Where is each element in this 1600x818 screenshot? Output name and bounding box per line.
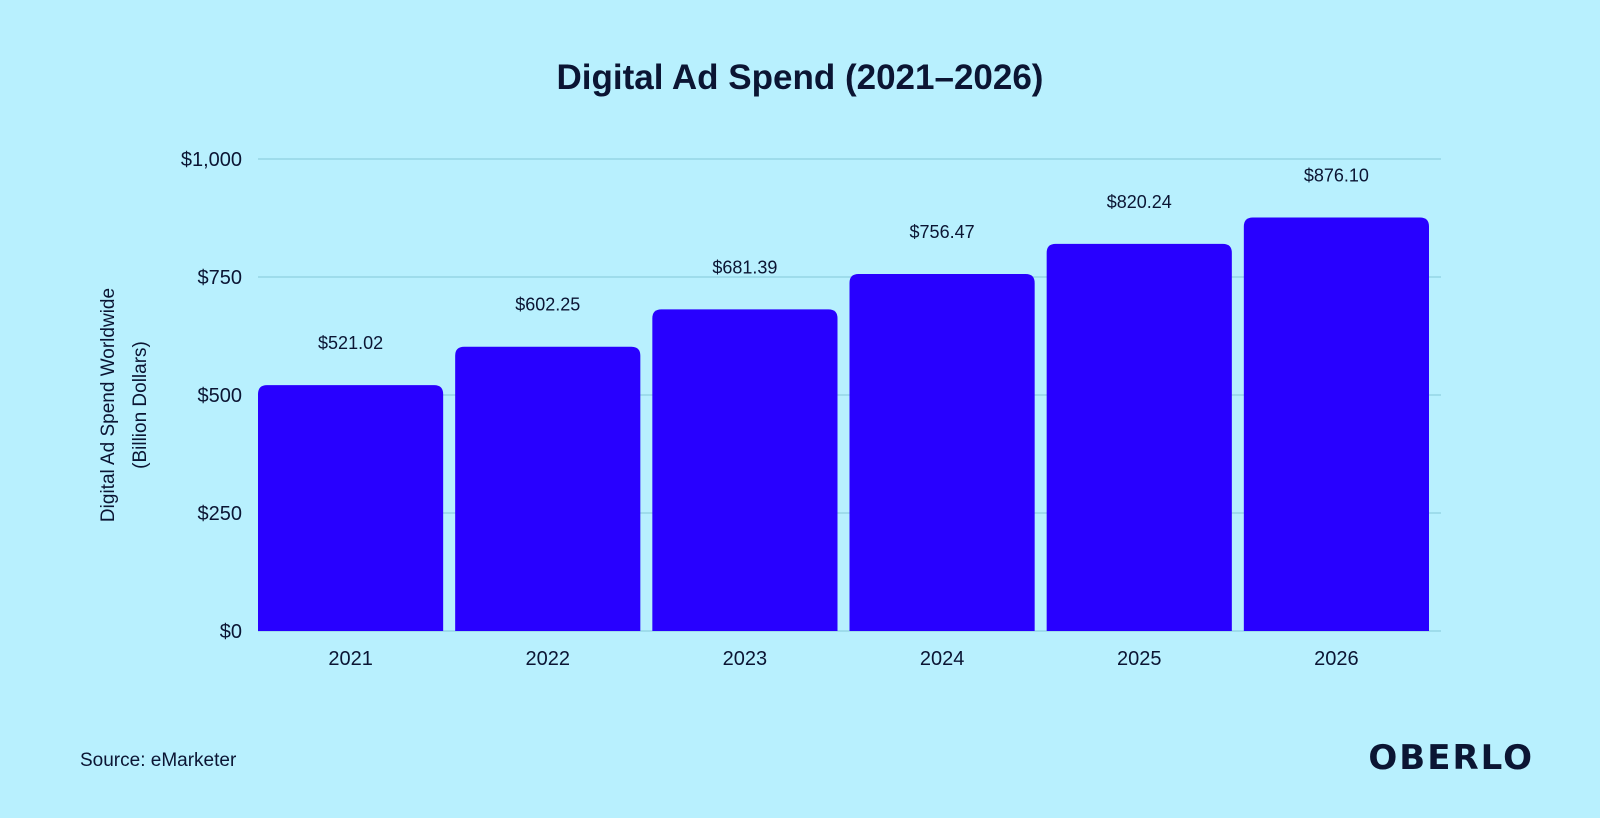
y-axis-ticks: $0 $250 $500 $750 $1,000	[181, 149, 242, 643]
oberlo-logo: OBERLO	[1368, 738, 1534, 778]
y-tick-label: $750	[198, 267, 243, 289]
value-label-2024: $756.47	[910, 222, 975, 242]
value-label-2026: $876.10	[1304, 165, 1369, 185]
bar-2022	[455, 346, 641, 631]
y-tick-label: $1,000	[181, 149, 242, 171]
bar-2025	[1046, 243, 1232, 631]
bars	[258, 217, 1429, 631]
chart-title: Digital Ad Spend (2021–2026)	[556, 58, 1044, 97]
y-tick-label: $250	[198, 503, 243, 525]
bar-2024	[849, 273, 1035, 631]
value-label-2025: $820.24	[1107, 192, 1172, 212]
x-tick-label-2026: 2026	[1314, 648, 1359, 670]
x-tick-label-2023: 2023	[723, 648, 768, 670]
value-labels: $521.02 $602.25 $681.39 $756.47 $820.24 $876.…	[318, 165, 1369, 353]
bar-2021	[258, 385, 444, 631]
y-axis-title-line1: Digital Ad Spend Worldwide	[98, 288, 119, 522]
x-tick-label-2024: 2024	[920, 648, 965, 670]
value-label-2021: $521.02	[318, 333, 383, 353]
x-tick-label-2021: 2021	[328, 648, 373, 670]
source-note: Source: eMarketer	[80, 750, 237, 771]
value-label-2023: $681.39	[712, 257, 777, 277]
x-tick-label-2025: 2025	[1117, 648, 1162, 670]
y-axis-title-line2: (Billion Dollars)	[130, 341, 151, 469]
bar-2026	[1243, 217, 1429, 631]
value-label-2022: $602.25	[515, 295, 580, 315]
y-tick-label: $500	[198, 385, 243, 407]
x-tick-label-2022: 2022	[526, 648, 571, 670]
bar-2023	[652, 309, 838, 631]
x-axis-ticks: 2021 2022 2023 2024 2025 2026	[328, 648, 1358, 670]
y-tick-label: $0	[220, 621, 242, 643]
